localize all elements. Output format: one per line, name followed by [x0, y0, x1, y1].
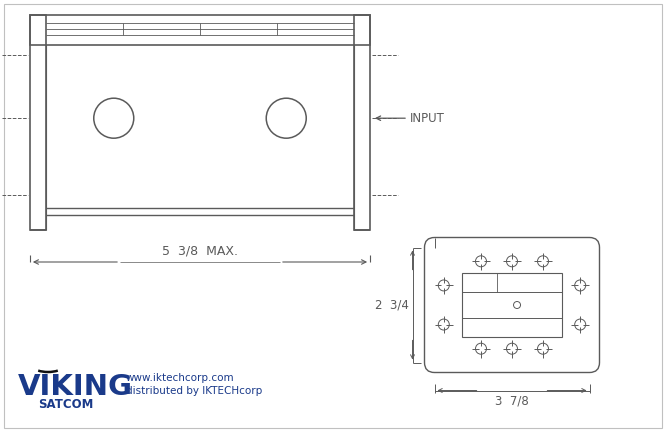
- Bar: [354, 15, 370, 230]
- Bar: [30, 15, 46, 230]
- Bar: [462, 273, 562, 337]
- Text: VIKING: VIKING: [18, 373, 133, 401]
- Text: www.iktechcorp.com: www.iktechcorp.com: [126, 373, 234, 383]
- Text: 2  3/4: 2 3/4: [374, 299, 408, 311]
- Text: 3  7/8: 3 7/8: [495, 394, 529, 407]
- Text: INPUT: INPUT: [410, 112, 445, 125]
- Text: SATCOM: SATCOM: [39, 398, 94, 411]
- Text: 5  3/8  MAX.: 5 3/8 MAX.: [162, 244, 238, 257]
- Text: distributed by IKTECHcorp: distributed by IKTECHcorp: [126, 386, 262, 396]
- Bar: [30, 15, 370, 45]
